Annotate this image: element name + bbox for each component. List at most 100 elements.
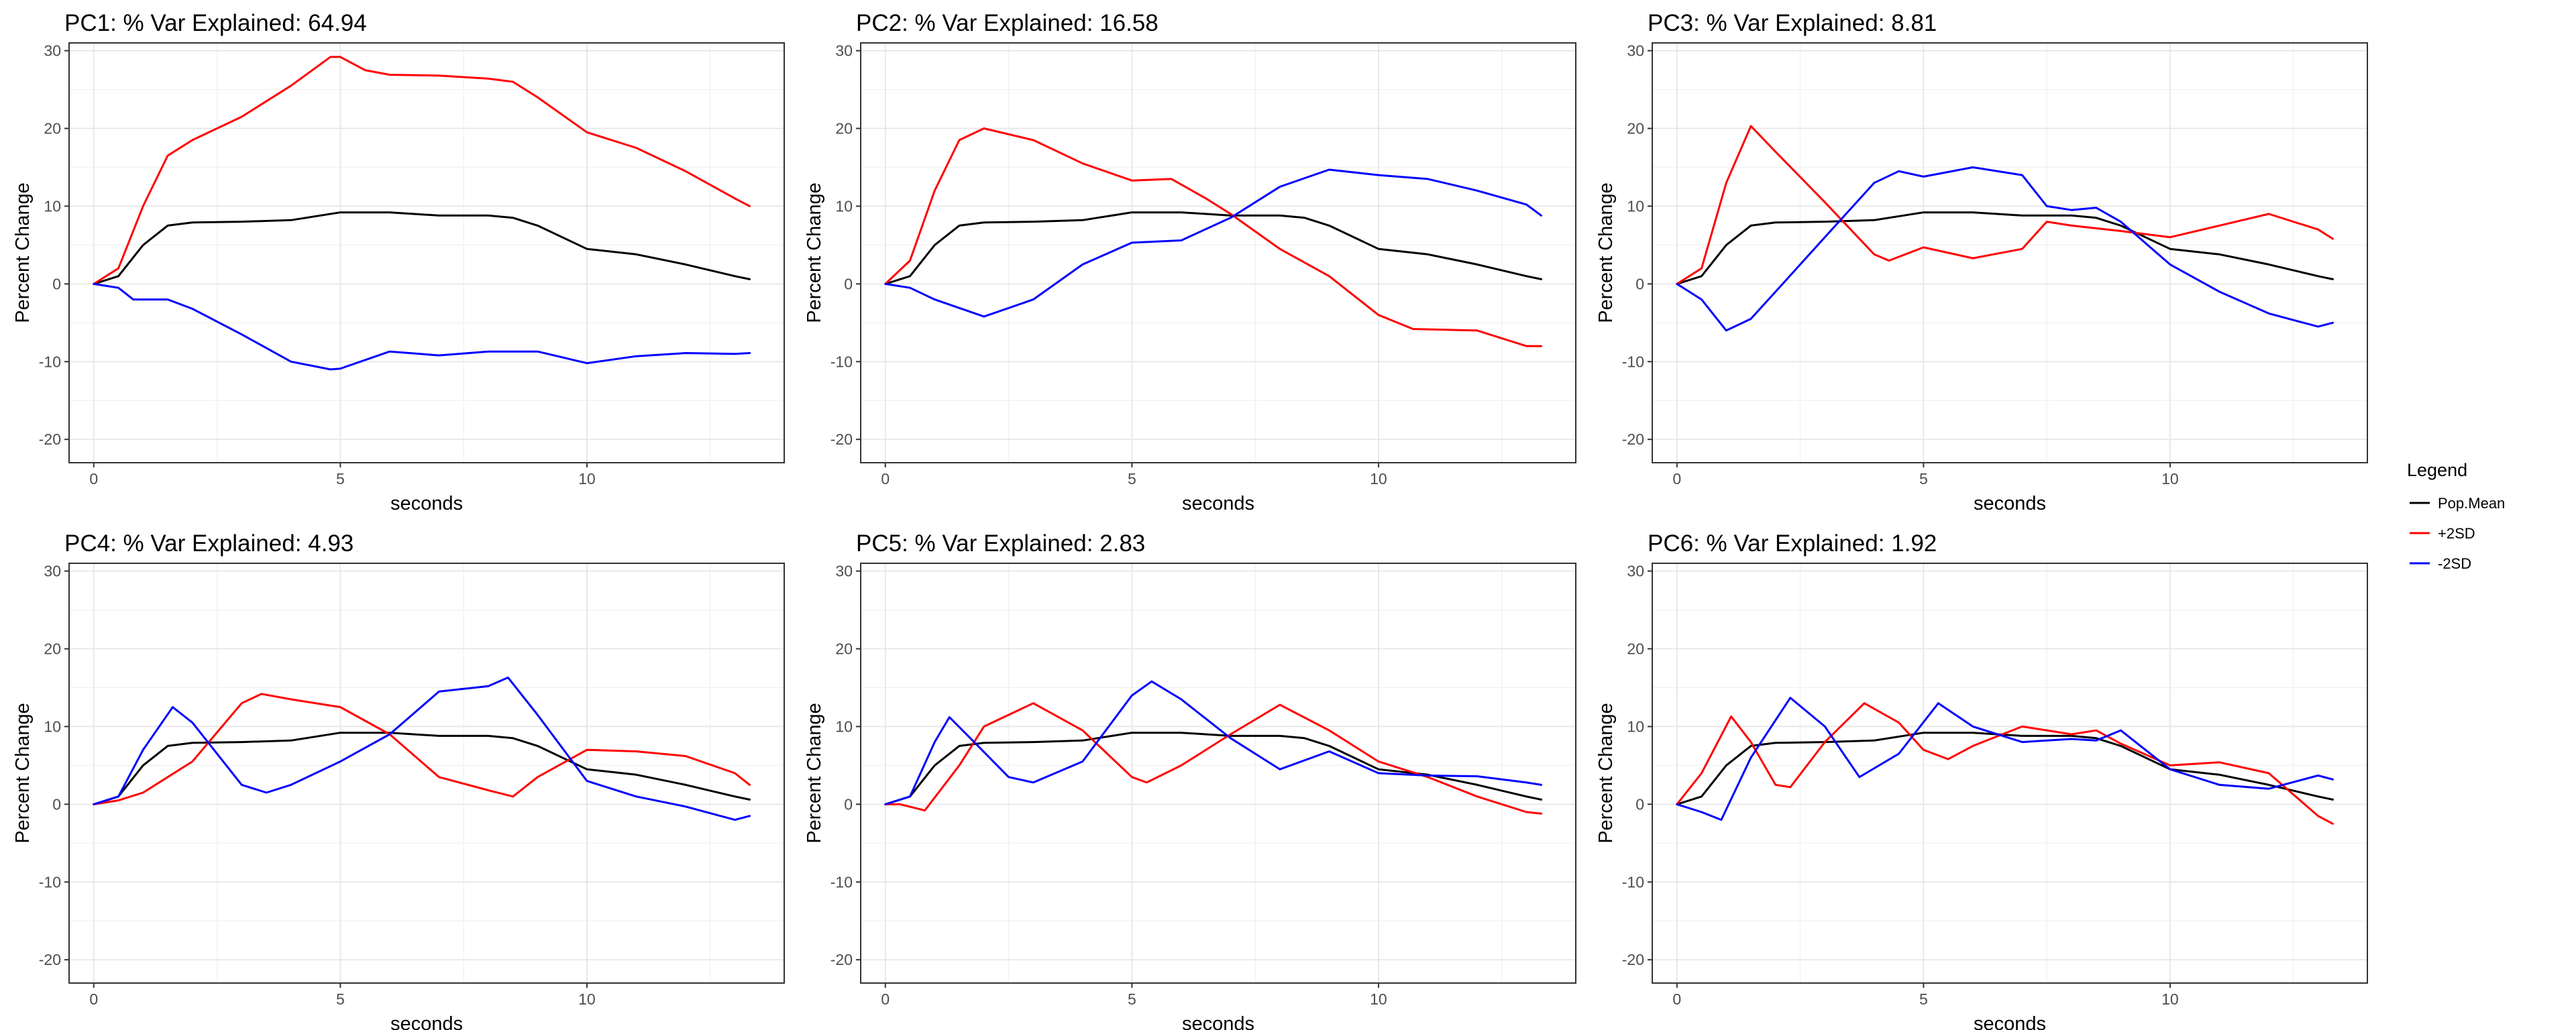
pc5-panel-border bbox=[860, 563, 1576, 984]
pc4-y-tick-label: -10 bbox=[39, 873, 61, 891]
pc1-x-tick-label: 10 bbox=[578, 470, 596, 488]
pc6-y-tick-label: -10 bbox=[1622, 873, 1644, 891]
legend-title: Legend bbox=[2407, 460, 2467, 480]
pc1-x-axis-title: seconds bbox=[390, 493, 463, 514]
pc2-title: PC2: % Var Explained: 16.58 bbox=[856, 10, 1159, 36]
pc5-y-tick-label: -20 bbox=[830, 951, 853, 968]
pc3-y-axis-title: Percent Change bbox=[1595, 182, 1617, 323]
pc4-y-tick-label: 30 bbox=[44, 563, 61, 580]
pc4-series-pop-mean bbox=[93, 732, 751, 805]
pc1-panel-border bbox=[68, 42, 785, 463]
pc2-series-minus-2sd bbox=[884, 168, 1542, 318]
pc2-series-plus-2sd bbox=[884, 127, 1542, 347]
pc5-x-tick-label: 10 bbox=[1370, 990, 1387, 1008]
pc6-y-tick-label: 20 bbox=[1627, 640, 1644, 658]
pc2-series-pop-mean bbox=[884, 211, 1542, 285]
pc2-y-tick-label: 30 bbox=[835, 42, 853, 60]
pc5-series-plus-2sd bbox=[884, 702, 1542, 815]
pc6-y-tick-label: -20 bbox=[1622, 951, 1644, 968]
pc4-y-tick-label: -20 bbox=[39, 951, 61, 968]
pc5-x-axis-title: seconds bbox=[1182, 1013, 1254, 1030]
pc3-y-tick-label: 30 bbox=[1627, 42, 1644, 60]
pc6-y-tick-label: 10 bbox=[1627, 718, 1644, 735]
legend: Legend Pop.Mean +2SD -2SD bbox=[2407, 460, 2505, 572]
pc6-series-plus-2sd bbox=[1676, 702, 2334, 825]
pc4-y-axis-title: Percent Change bbox=[12, 703, 34, 844]
pc2-y-tick-label: -20 bbox=[830, 431, 853, 448]
pc4-y-tick-label: 10 bbox=[44, 718, 61, 735]
pc4-x-tick-label: 0 bbox=[89, 990, 98, 1008]
pc1-y-tick-label: -20 bbox=[39, 431, 61, 448]
pc4-y-tick-label: 0 bbox=[52, 795, 61, 813]
pc2-y-tick-label: 20 bbox=[835, 120, 853, 137]
pc5-y-tick-label: 30 bbox=[835, 563, 853, 580]
pc5-y-tick-label: 0 bbox=[844, 795, 853, 813]
pc5-y-tick-label: -10 bbox=[830, 873, 853, 891]
pc4-title: PC4: % Var Explained: 4.93 bbox=[64, 530, 354, 557]
pc3-y-tick-label: -20 bbox=[1622, 431, 1644, 448]
pc5-y-tick-label: 20 bbox=[835, 640, 853, 658]
legend-label-pop-mean: Pop.Mean bbox=[2438, 495, 2505, 512]
pc2-y-axis-title: Percent Change bbox=[804, 182, 825, 323]
pc6-y-tick-label: 30 bbox=[1627, 563, 1644, 580]
pc6-x-axis-title: seconds bbox=[1974, 1013, 2046, 1030]
pc3-y-tick-label: 0 bbox=[1635, 275, 1644, 292]
pc5-y-tick-label: 10 bbox=[835, 718, 853, 735]
pc1-y-axis-title: Percent Change bbox=[12, 182, 34, 323]
pc2-y-tick-label: 0 bbox=[844, 275, 853, 292]
legend-label-minus-2sd: -2SD bbox=[2438, 555, 2471, 572]
pc1-series-plus-2sd bbox=[93, 56, 751, 285]
pc2-y-tick-label: 10 bbox=[835, 197, 853, 215]
pc3-x-tick-label: 10 bbox=[2161, 470, 2179, 488]
pc4-series-plus-2sd bbox=[93, 693, 751, 805]
pc3-x-tick-label: 5 bbox=[1919, 470, 1928, 488]
pc1-x-tick-label: 5 bbox=[336, 470, 345, 488]
panels: 0 5 10 -20 -10 0 10 20 30 PC1: % Var Explained: 6… bbox=[12, 10, 2368, 1030]
pc5-series-minus-2sd bbox=[884, 680, 1542, 805]
pc5-x-tick-label: 5 bbox=[1128, 990, 1136, 1008]
pc6-x-tick-label: 0 bbox=[1672, 990, 1681, 1008]
pc3-title: PC3: % Var Explained: 8.81 bbox=[1648, 10, 1937, 36]
pc4-x-tick-label: 10 bbox=[578, 990, 596, 1008]
pc6-y-tick-label: 0 bbox=[1635, 795, 1644, 813]
pc1-y-tick-label: 20 bbox=[44, 120, 61, 137]
pc6-x-tick-label: 5 bbox=[1919, 990, 1928, 1008]
pc3-y-tick-label: 20 bbox=[1627, 120, 1644, 137]
pc3-x-axis-title: seconds bbox=[1974, 493, 2046, 514]
pc2-x-tick-label: 10 bbox=[1370, 470, 1387, 488]
pc5-title: PC5: % Var Explained: 2.83 bbox=[856, 530, 1145, 557]
pc1-y-tick-label: 0 bbox=[52, 275, 61, 292]
pc6-series-minus-2sd bbox=[1676, 697, 2334, 821]
pc6-title: PC6: % Var Explained: 1.92 bbox=[1648, 530, 1937, 557]
pc3-x-tick-label: 0 bbox=[1672, 470, 1681, 488]
pc6-x-tick-label: 10 bbox=[2161, 990, 2179, 1008]
pc2-x-axis-title: seconds bbox=[1182, 493, 1254, 514]
pc3-series-pop-mean bbox=[1676, 211, 2334, 285]
pc2-panel-border bbox=[860, 42, 1576, 463]
pc1-x-tick-label: 0 bbox=[89, 470, 98, 488]
pc4-y-tick-label: 20 bbox=[44, 640, 61, 658]
pc1-y-tick-label: -10 bbox=[39, 353, 61, 370]
pc3-series-plus-2sd bbox=[1676, 125, 2334, 285]
pc2-x-tick-label: 5 bbox=[1128, 470, 1136, 488]
pc6-panel-border bbox=[1652, 563, 2368, 984]
pc2-y-tick-label: -10 bbox=[830, 353, 853, 370]
pc6-y-axis-title: Percent Change bbox=[1595, 703, 1617, 844]
pc4-x-tick-label: 5 bbox=[336, 990, 345, 1008]
pc3-series-minus-2sd bbox=[1676, 166, 2334, 332]
pc4-series-minus-2sd bbox=[93, 676, 751, 821]
pc1-series-minus-2sd bbox=[93, 282, 751, 371]
pc1-series-pop-mean bbox=[93, 211, 751, 285]
pc1-title: PC1: % Var Explained: 64.94 bbox=[64, 10, 367, 36]
pc5-y-axis-title: Percent Change bbox=[804, 703, 825, 844]
pc3-y-tick-label: 10 bbox=[1627, 197, 1644, 215]
pc5-x-tick-label: 0 bbox=[881, 990, 890, 1008]
pc4-panel-border bbox=[68, 563, 785, 984]
legend-label-plus-2sd: +2SD bbox=[2438, 525, 2475, 542]
